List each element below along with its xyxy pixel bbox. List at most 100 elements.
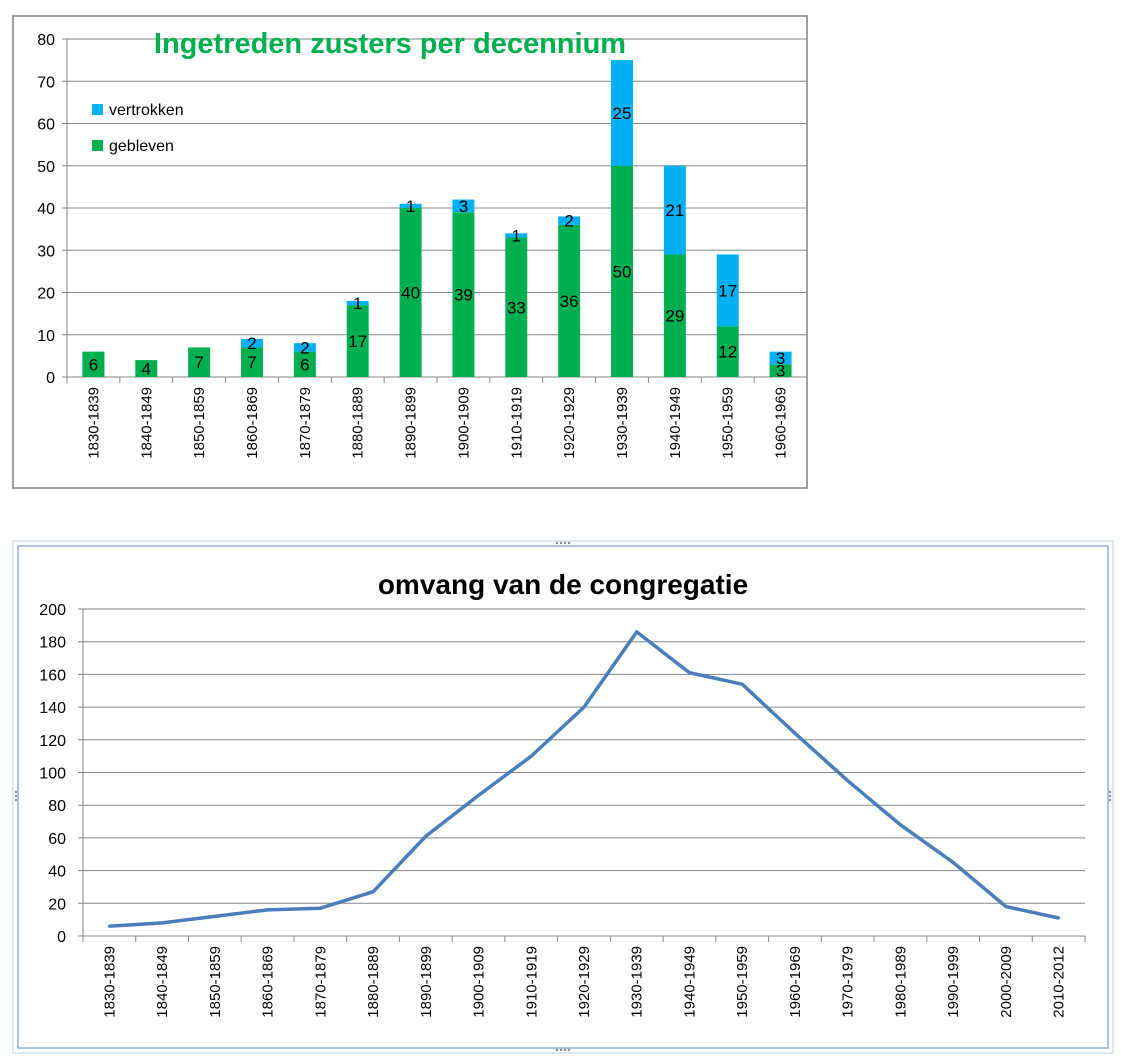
data-label-vertrokken: 1 [353, 294, 362, 313]
data-label-gebleven: 7 [194, 353, 203, 372]
data-label-gebleven: 12 [718, 343, 737, 362]
line-point [477, 793, 481, 797]
data-label-vertrokken: 25 [613, 104, 632, 123]
chart1-y-ticks: 0 10 20 30 40 50 60 70 80 [37, 32, 67, 387]
x-tick-label: 1870-1879 [297, 387, 314, 459]
chart1-x-ticks: 1830-1839 1840-1849 1850-1859 1860-1869 1870… [66, 377, 808, 459]
y-tick-label: 80 [48, 798, 66, 815]
line-point [529, 754, 533, 758]
x-tick-label: 1940-1949 [681, 946, 698, 1018]
x-tick-label: 1830-1839 [101, 946, 118, 1018]
line-point [951, 860, 955, 864]
bar-gebleven [188, 347, 211, 377]
bar-vertrokken [505, 233, 528, 238]
bar-vertrokken [293, 343, 316, 352]
legend-label-vertrokken: vertrokken [109, 102, 184, 119]
x-tick-label: 1890-1899 [418, 946, 435, 1018]
data-label-gebleven: 4 [142, 360, 151, 379]
x-tick-label: 1920-1929 [561, 387, 578, 459]
legend-label-gebleven: gebleven [109, 138, 174, 155]
bar-vertrokken [399, 203, 422, 208]
x-tick-label: 1880-1889 [365, 946, 382, 1018]
x-tick-label: 1860-1869 [260, 946, 277, 1018]
line-point [160, 921, 164, 925]
line-point [846, 779, 850, 783]
line-point [424, 834, 428, 838]
x-tick-label: 1890-1899 [403, 387, 420, 459]
bar-vertrokken [558, 216, 581, 225]
bar-gebleven [505, 237, 528, 377]
x-tick-label: 1990-1999 [945, 946, 962, 1018]
data-label-vertrokken: 1 [512, 226, 521, 245]
bar-gebleven [769, 364, 792, 377]
bar-gebleven [399, 208, 422, 377]
x-tick-label: 1900-1909 [455, 387, 472, 459]
bar-vertrokken [346, 300, 369, 306]
y-tick-label: 200 [39, 602, 66, 619]
y-tick-label: 0 [46, 370, 55, 387]
x-tick-label: 1850-1859 [191, 387, 208, 459]
y-tick-label: 60 [48, 831, 66, 848]
chart1-legend: vertrokken gebleven [92, 102, 184, 155]
chart2-y-ticks: 0 20 40 60 80 100 120 140 160 180 200 [39, 602, 83, 946]
line-point [1057, 916, 1061, 920]
x-tick-label: 1880-1889 [350, 387, 367, 459]
x-tick-label: 1830-1839 [85, 387, 102, 459]
legend-swatch-vertrokken [92, 104, 103, 115]
bar-vertrokken [241, 338, 263, 348]
y-tick-label: 160 [39, 667, 66, 684]
data-label-vertrokken: 2 [247, 334, 256, 353]
chart2-title: omvang van de congregatie [378, 569, 748, 600]
x-tick-label: 1910-1919 [523, 946, 540, 1018]
line-point [266, 908, 270, 912]
x-tick-label: 1850-1859 [207, 946, 224, 1018]
bar-gebleven [293, 351, 316, 377]
bar-gebleven [452, 212, 475, 377]
data-label-gebleven: 50 [613, 262, 632, 281]
x-tick-label: 1910-1919 [508, 387, 525, 459]
x-tick-label: 2010-2012 [1051, 946, 1068, 1018]
y-tick-label: 30 [37, 243, 55, 260]
y-tick-label: 80 [37, 32, 55, 49]
data-label-vertrokken: 3 [459, 197, 468, 216]
bar-gebleven [346, 305, 369, 377]
line-point [213, 914, 217, 918]
x-tick-label: 1900-1909 [471, 946, 488, 1018]
x-tick-label: 1940-1949 [667, 387, 684, 459]
x-tick-label: 1930-1939 [614, 387, 631, 459]
y-tick-label: 70 [37, 74, 55, 91]
chart2-points [107, 630, 1061, 928]
bar-gebleven [611, 165, 633, 377]
data-label-gebleven: 6 [300, 355, 309, 374]
x-tick-label: 1960-1969 [773, 387, 790, 459]
line-point [107, 924, 111, 928]
y-tick-label: 120 [39, 733, 66, 750]
data-label-gebleven: 17 [348, 332, 367, 351]
y-tick-label: 50 [37, 159, 55, 176]
data-label-gebleven: 36 [560, 292, 579, 311]
bar-vertrokken [663, 165, 686, 255]
y-tick-label: 20 [48, 896, 66, 913]
data-label-vertrokken: 21 [665, 201, 684, 220]
y-tick-label: 40 [48, 864, 66, 881]
x-tick-label: 2000-2009 [998, 946, 1015, 1018]
line-point [687, 671, 691, 675]
bar-vertrokken [611, 60, 633, 166]
data-label-vertrokken: 2 [300, 338, 309, 357]
x-tick-label: 1860-1869 [244, 387, 261, 459]
bar-vertrokken [769, 351, 792, 365]
data-label-gebleven: 39 [454, 286, 473, 305]
y-tick-label: 0 [57, 929, 66, 946]
data-label-vertrokken: 3 [776, 349, 785, 368]
chart1-title: Ingetreden zusters per decennium [154, 28, 626, 60]
x-tick-label: 1980-1989 [892, 946, 909, 1018]
bar-vertrokken [452, 199, 475, 213]
line-point [793, 731, 797, 735]
data-label-gebleven: 6 [89, 355, 98, 374]
chart2-resize-handles[interactable] [14, 541, 1112, 1052]
bar-gebleven [716, 326, 739, 377]
bar-vertrokken [716, 254, 739, 327]
y-tick-label: 140 [39, 700, 66, 717]
